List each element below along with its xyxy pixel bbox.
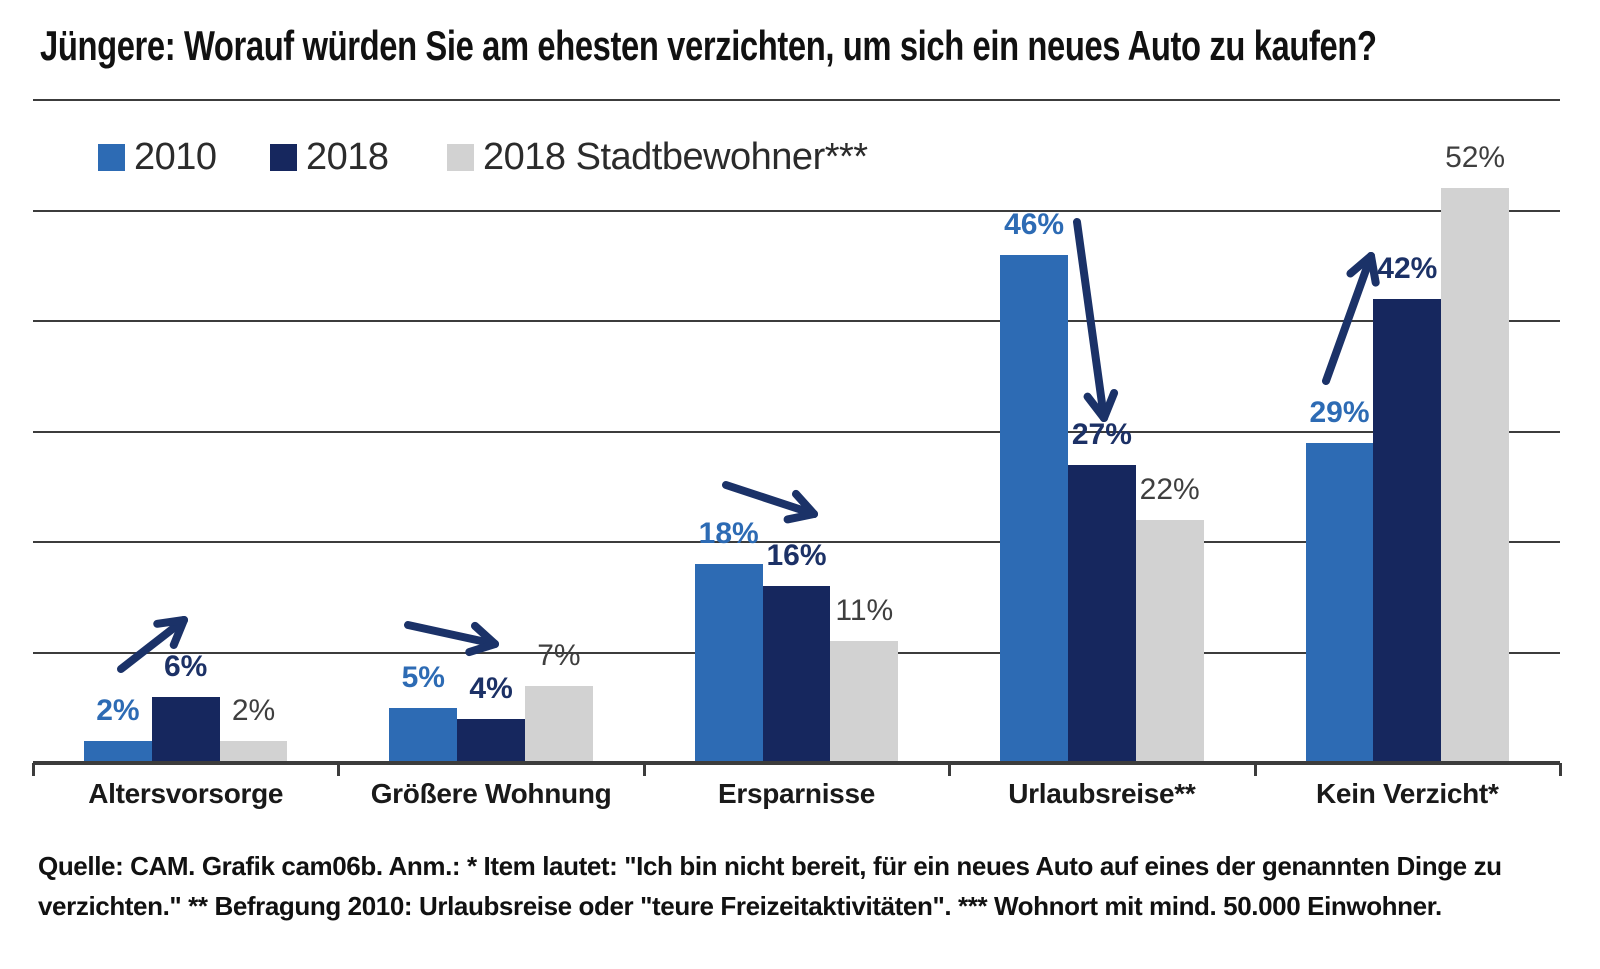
footnote-line2: verzichten." ** Befragung 2010: Urlaubsr…: [38, 891, 1442, 921]
bar-2018-Größere Wohnung: [525, 685, 593, 763]
category-label-Altersvorsorge: Altersvorsorge: [88, 778, 284, 809]
value-label-2018-Altersvorsorge: 2%: [231, 693, 276, 727]
legend-item-2010: 2010: [98, 136, 217, 179]
value-label-2018-Kein Verzicht*: 52%: [1445, 141, 1506, 175]
bar-2018-Altersvorsorge: [151, 696, 220, 763]
gridline-60: [33, 99, 1560, 101]
bar-2018-Ersparnisse: [762, 586, 831, 763]
gridline-40: [33, 320, 1560, 322]
value-label-2018-Ersparnisse: 16%: [766, 539, 827, 573]
trend-arrow-flat-Größere Wohnung: [404, 621, 499, 657]
trend-arrow-slightly-down-Ersparnisse: [722, 481, 818, 524]
value-label-2018-Ersparnisse: 11%: [835, 594, 894, 628]
value-label-2010-Größere Wohnung: 5%: [401, 660, 445, 694]
chart-title: Jüngere: Worauf würden Sie am ehesten ve…: [40, 22, 1377, 69]
x-axis-tick: [642, 763, 646, 776]
category-label-Ersparnisse: Ersparnisse: [717, 778, 875, 809]
footnote-line1: Quelle: CAM. Grafik cam06b. Anm.: * Item…: [38, 851, 1502, 881]
legend-item-2018-stadtbewohner-: 2018 Stadtbewohner***: [447, 136, 868, 179]
x-axis-tick: [337, 763, 341, 776]
value-label-2010-Urlaubsreise**: 46%: [1004, 207, 1065, 241]
x-axis-tick: [1253, 763, 1257, 776]
bar-2010-Urlaubsreise**: [1000, 254, 1068, 763]
legend-label: 2018 Stadtbewohner***: [483, 136, 868, 178]
gridline-30: [33, 430, 1560, 433]
legend-swatch-icon: [98, 144, 125, 171]
bar-2018-Größere Wohnung: [457, 718, 525, 763]
legend-label: 2010: [134, 136, 217, 178]
legend-label: 2018: [306, 136, 389, 178]
value-label-2018-Urlaubsreise**: 27%: [1071, 417, 1132, 451]
bar-2010-Kein Verzicht*: [1305, 442, 1374, 763]
value-label-2010-Ersparnisse: 18%: [698, 517, 759, 551]
value-label-2010-Kein Verzicht*: 29%: [1309, 395, 1370, 429]
bar-2018-Kein Verzicht*: [1373, 298, 1442, 763]
x-axis-tick: [1559, 763, 1562, 776]
legend-swatch-icon: [447, 144, 474, 171]
bar-2018-Urlaubsreise**: [1068, 464, 1136, 763]
category-label-Kein Verzicht*: Kein Verzicht*: [1316, 778, 1499, 809]
legend-item-2018: 2018: [270, 136, 389, 179]
value-label-2018-Größere Wohnung: 4%: [469, 671, 513, 705]
x-axis-line: [33, 761, 1560, 765]
value-label-2018-Kein Verzicht*: 42%: [1377, 251, 1438, 285]
bar-2018-Ersparnisse: [830, 641, 899, 763]
x-axis-tick: [32, 763, 35, 776]
bar-2018-Altersvorsorge: [219, 740, 288, 763]
gridline-50: [33, 209, 1560, 212]
gridline-20: [33, 541, 1560, 543]
legend-swatch-icon: [270, 144, 297, 171]
category-label-Urlaubsreise**: Urlaubsreise**: [1008, 778, 1196, 809]
value-label-2018-Größere Wohnung: 7%: [537, 638, 581, 672]
bar-2010-Altersvorsorge: [84, 740, 152, 763]
bar-2018-Kein Verzicht*: [1441, 188, 1509, 763]
bar-2010-Größere Wohnung: [389, 707, 458, 763]
value-label-2018-Urlaubsreise**: 22%: [1139, 472, 1200, 506]
value-label-2010-Altersvorsorge: 2%: [96, 693, 140, 727]
bar-2010-Ersparnisse: [694, 564, 763, 763]
x-axis-tick: [948, 763, 952, 776]
bar-2018-Urlaubsreise**: [1135, 519, 1204, 763]
value-label-2018-Altersvorsorge: 6%: [164, 649, 208, 683]
category-label-Größere Wohnung: Größere Wohnung: [370, 778, 612, 809]
chart-footnote: Quelle: CAM. Grafik cam06b. Anm.: * Item…: [38, 846, 1502, 926]
